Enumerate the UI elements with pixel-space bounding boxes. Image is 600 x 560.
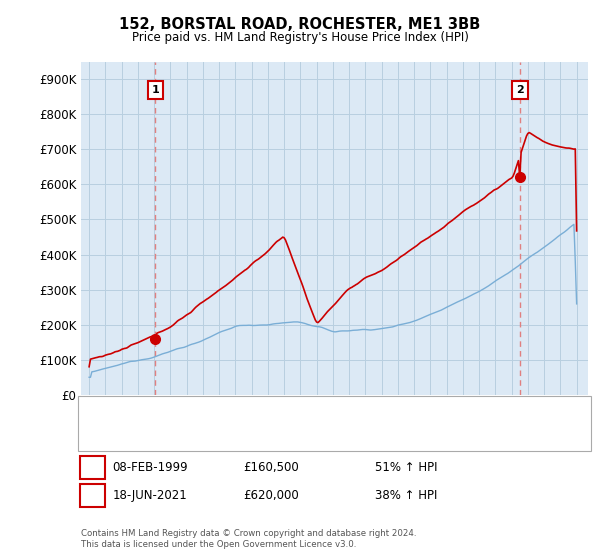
Text: 38% ↑ HPI: 38% ↑ HPI xyxy=(375,489,437,502)
Text: 51% ↑ HPI: 51% ↑ HPI xyxy=(375,461,437,474)
Text: 2: 2 xyxy=(88,489,97,502)
Text: 152, BORSTAL ROAD, ROCHESTER, ME1 3BB (detached house): 152, BORSTAL ROAD, ROCHESTER, ME1 3BB (d… xyxy=(129,408,454,418)
Text: Contains HM Land Registry data © Crown copyright and database right 2024.
This d: Contains HM Land Registry data © Crown c… xyxy=(81,529,416,549)
Text: £160,500: £160,500 xyxy=(243,461,299,474)
Text: 18-JUN-2021: 18-JUN-2021 xyxy=(112,489,187,502)
Text: 152, BORSTAL ROAD, ROCHESTER, ME1 3BB: 152, BORSTAL ROAD, ROCHESTER, ME1 3BB xyxy=(119,17,481,32)
Text: Price paid vs. HM Land Registry's House Price Index (HPI): Price paid vs. HM Land Registry's House … xyxy=(131,31,469,44)
Text: 2: 2 xyxy=(516,85,524,95)
Text: HPI: Average price, detached house, Medway: HPI: Average price, detached house, Medw… xyxy=(129,431,365,441)
Text: £620,000: £620,000 xyxy=(243,489,299,502)
Text: 08-FEB-1999: 08-FEB-1999 xyxy=(112,461,188,474)
Text: 1: 1 xyxy=(152,85,160,95)
Text: 1: 1 xyxy=(88,461,97,474)
